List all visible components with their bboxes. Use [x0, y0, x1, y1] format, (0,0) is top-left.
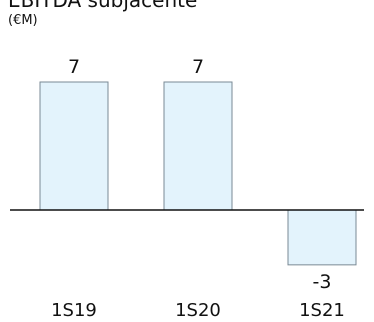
chart-unit-label: (€M) [8, 13, 38, 28]
data-label-1S21: -3 [313, 271, 332, 293]
data-label-1S19: 7 [68, 56, 80, 78]
chart-title: EBITDA subjacente [8, 0, 198, 12]
category-label-1S21: 1S21 [299, 300, 345, 321]
data-label-1S20: 7 [192, 56, 204, 78]
bar-1S20 [163, 81, 233, 211]
bar-1S19 [39, 81, 109, 211]
category-label-1S19: 1S19 [51, 300, 97, 321]
category-label-1S20: 1S20 [175, 300, 221, 321]
bar-1S21 [287, 209, 357, 266]
